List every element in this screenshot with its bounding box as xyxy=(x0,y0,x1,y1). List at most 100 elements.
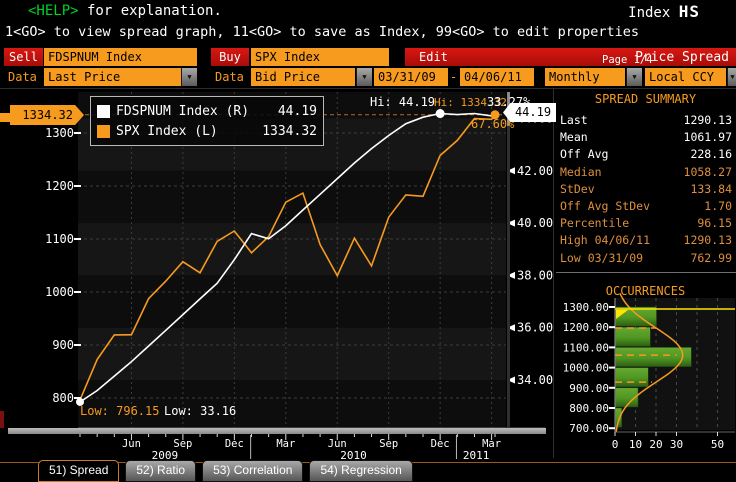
occurrences-histogram: 1300.00 1200.00 1100.00 1000.00 900.00 800.00… xyxy=(563,292,735,451)
svg-text:1300: 1300 xyxy=(45,126,74,140)
chevron-down-icon[interactable]: ▼ xyxy=(356,68,372,86)
svg-text:1300.00: 1300.00 xyxy=(563,301,609,314)
panel-divider-vertical xyxy=(553,88,554,458)
svg-text:800.00: 800.00 xyxy=(569,402,609,415)
svg-text:Sep: Sep xyxy=(379,438,398,450)
svg-text:Dec: Dec xyxy=(225,438,244,450)
summary-value: 762.99 xyxy=(690,250,732,265)
summary-row: Median 1058.27 xyxy=(560,164,732,181)
svg-text:1100: 1100 xyxy=(45,232,74,246)
tab-correlation[interactable]: 53) Correlation xyxy=(202,460,304,482)
summary-label: Off Avg StDev xyxy=(560,199,651,214)
chevron-down-icon[interactable]: ▼ xyxy=(181,68,197,86)
low-annotation-spx: Low: 796.15 xyxy=(80,404,160,418)
svg-text:1100.00: 1100.00 xyxy=(563,341,609,354)
chart-legend[interactable]: FDSPNUM Index (R) 44.19 SPX Index (L) 13… xyxy=(90,96,324,146)
low-annotation-fdspnum: Low: 33.16 xyxy=(164,404,237,418)
summary-label: Low 03/31/09 xyxy=(560,250,644,265)
svg-text:1200: 1200 xyxy=(45,179,74,193)
toolbar-divider xyxy=(0,88,736,89)
svg-text:Jun: Jun xyxy=(122,438,141,450)
svg-text:40.00: 40.00 xyxy=(517,216,553,230)
buy-security-field[interactable]: SPX Index xyxy=(251,48,389,66)
orange-swatch-icon xyxy=(97,124,110,138)
white-swatch-icon xyxy=(97,104,110,118)
svg-text:Mar: Mar xyxy=(482,438,501,450)
svg-text:Jun: Jun xyxy=(328,438,347,450)
svg-text:38.00: 38.00 xyxy=(517,268,553,282)
data-label-1: Data xyxy=(8,70,37,84)
summary-row: Mean 1061.97 xyxy=(560,129,732,146)
svg-text:Mar: Mar xyxy=(276,438,295,450)
tab-spread[interactable]: 51) Spread xyxy=(38,460,120,482)
summary-label: Mean xyxy=(560,130,588,145)
svg-text:20: 20 xyxy=(649,438,662,451)
summary-row: High 04/06/11 1290.13 xyxy=(560,232,732,249)
legend-row-fdspnum: FDSPNUM Index (R) 44.19 xyxy=(97,101,317,121)
price-type-select-2[interactable]: Bid Price xyxy=(251,68,355,86)
summary-row: Off Avg 228.16 xyxy=(560,146,732,163)
svg-text:900.00: 900.00 xyxy=(569,382,609,395)
svg-text:30: 30 xyxy=(670,438,683,451)
svg-text:1000: 1000 xyxy=(45,285,74,299)
occurrences-title: OCCURRENCES xyxy=(605,284,686,298)
summary-value: 228.16 xyxy=(690,147,732,162)
index-label: Index xyxy=(628,5,671,21)
svg-text:Dec: Dec xyxy=(431,438,450,450)
price-type-select-1[interactable]: Last Price xyxy=(44,68,181,86)
svg-text:900: 900 xyxy=(52,338,74,352)
summary-label: StDev xyxy=(560,181,595,196)
svg-text:1000.00: 1000.00 xyxy=(563,362,609,375)
summary-label: High 04/06/11 xyxy=(560,233,651,248)
summary-row: StDev 133.84 xyxy=(560,181,732,198)
svg-text:2010: 2010 xyxy=(340,449,367,462)
date-from-field[interactable]: 03/31/09 xyxy=(374,68,448,86)
summary-label: Off Avg xyxy=(560,147,609,162)
period-select[interactable]: Monthly xyxy=(545,68,625,86)
legend-label: SPX Index (L) xyxy=(116,123,218,139)
header-line-2: 1<GO> to view spread graph, 11<GO> to sa… xyxy=(5,24,639,40)
pct-change-spx: 67.60% xyxy=(471,117,515,131)
legend-label: FDSPNUM Index (R) xyxy=(116,103,250,119)
svg-text:1200.00: 1200.00 xyxy=(563,321,609,334)
view-tabs: 51) Spread 52) Ratio 53) Correlation 54) Re… xyxy=(38,460,413,482)
right-axis-price-tag: 44.19 xyxy=(503,103,556,122)
sell-button[interactable]: Sell xyxy=(4,48,43,66)
currency-select[interactable]: Local CCY xyxy=(645,68,726,86)
hi-annotation-spx: Hi: 1334.32 xyxy=(434,96,507,109)
horizontal-scrollbar[interactable] xyxy=(8,428,546,434)
summary-value: 133.84 xyxy=(690,181,732,196)
red-edge-marker xyxy=(0,411,4,428)
summary-value: 1290.13 xyxy=(683,233,732,248)
summary-row: Percentile 96.15 xyxy=(560,215,732,232)
chevron-down-icon[interactable]: ▼ xyxy=(626,68,642,86)
summary-label: Median xyxy=(560,164,602,179)
spread-summary-table: Last 1290.13 Mean 1061.97 Off Avg 228.16 Media… xyxy=(560,112,732,267)
help-link[interactable]: <HELP> xyxy=(28,3,79,19)
svg-text:0: 0 xyxy=(612,438,619,451)
chevron-down-icon[interactable]: ▼ xyxy=(727,68,736,86)
summary-row: Low 03/31/09 762.99 xyxy=(560,250,732,267)
svg-text:Sep: Sep xyxy=(173,438,192,450)
sell-security-field[interactable]: FDSPNUM Index xyxy=(44,48,197,66)
tab-ratio[interactable]: 52) Ratio xyxy=(125,460,197,482)
tab-regression[interactable]: 54) Regression xyxy=(309,460,413,482)
edit-button[interactable]: Edit xyxy=(419,50,448,64)
buy-button[interactable]: Buy xyxy=(211,48,249,66)
legend-row-spx: SPX Index (L) 1334.32 xyxy=(97,121,317,141)
legend-value: 1334.32 xyxy=(262,123,317,139)
vertical-scrollbar-track[interactable] xyxy=(507,92,510,428)
summary-label: Last xyxy=(560,113,588,127)
header-line-1: <HELP> for explanation. xyxy=(28,3,222,19)
summary-row: Off Avg StDev 1.70 xyxy=(560,198,732,215)
date-to-field[interactable]: 04/06/11 xyxy=(460,68,534,86)
summary-value: 1290.13 xyxy=(683,113,732,127)
summary-row: Last 1290.13 xyxy=(560,112,732,129)
summary-value: 1061.97 xyxy=(683,130,732,145)
summary-value: 1058.27 xyxy=(683,164,732,179)
screen-title: Price Spread xyxy=(635,50,729,65)
svg-text:2009: 2009 xyxy=(152,449,179,462)
header-index: Index HS xyxy=(628,2,700,21)
summary-value: 1.70 xyxy=(704,199,732,214)
svg-text:34.00: 34.00 xyxy=(517,373,553,387)
